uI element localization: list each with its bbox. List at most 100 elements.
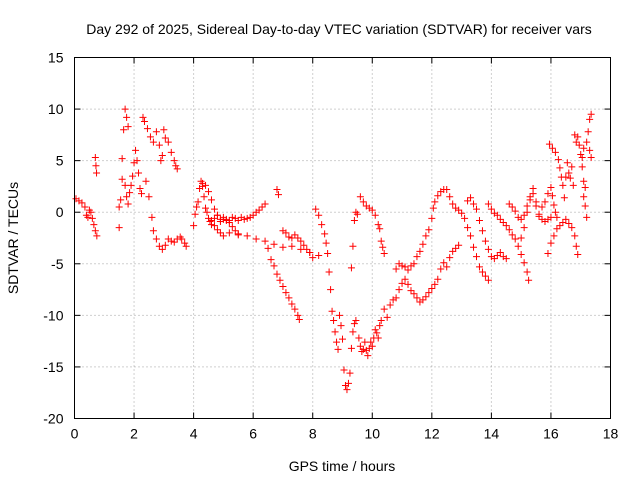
- data-point: [327, 286, 335, 294]
- data-point: [121, 105, 129, 113]
- data-point: [428, 285, 436, 293]
- data-point: [359, 345, 367, 353]
- data-point: [228, 223, 236, 231]
- data-point: [167, 237, 175, 245]
- data-point: [532, 198, 540, 206]
- data-point: [425, 289, 433, 297]
- data-point: [470, 243, 478, 251]
- data-point: [434, 275, 442, 283]
- data-point: [207, 216, 215, 224]
- data-point: [392, 265, 400, 273]
- data-point: [535, 210, 543, 218]
- data-point: [193, 203, 201, 211]
- data-point: [431, 198, 439, 206]
- data-point: [213, 211, 221, 219]
- data-point: [583, 138, 591, 146]
- x-tick-label: 4: [190, 426, 198, 442]
- data-point: [446, 254, 454, 262]
- data-point: [398, 262, 406, 270]
- data-point: [374, 221, 382, 229]
- data-point: [288, 242, 296, 250]
- data-point: [200, 193, 208, 201]
- data-point: [255, 206, 263, 214]
- x-tick-label: 6: [249, 426, 257, 442]
- data-point: [282, 229, 290, 237]
- data-point: [152, 128, 160, 136]
- data-point: [288, 234, 296, 242]
- data-point: [291, 231, 299, 239]
- data-point: [376, 322, 384, 330]
- data-point: [207, 196, 215, 204]
- data-point: [563, 159, 571, 167]
- data-point: [431, 280, 439, 288]
- data-point: [325, 268, 333, 276]
- y-tick-label: 0: [56, 204, 64, 220]
- data-point: [580, 193, 588, 201]
- data-point: [282, 289, 290, 297]
- series-sdtvar: [72, 105, 595, 394]
- data-point: [279, 282, 287, 290]
- data-point: [523, 268, 531, 276]
- data-point: [181, 239, 189, 247]
- data-point: [81, 203, 89, 211]
- data-point: [368, 206, 376, 214]
- data-point: [225, 229, 233, 237]
- data-point: [359, 198, 367, 206]
- data-point: [322, 239, 330, 247]
- data-point: [160, 126, 168, 134]
- y-tick-label: -15: [43, 359, 63, 375]
- data-point: [347, 344, 355, 352]
- data-point: [194, 198, 202, 206]
- data-point: [478, 268, 486, 276]
- data-point: [401, 263, 409, 271]
- data-point: [306, 248, 314, 256]
- data-point: [172, 162, 180, 170]
- data-point: [550, 232, 558, 240]
- data-point: [547, 239, 555, 247]
- data-point: [559, 181, 567, 189]
- data-point: [425, 226, 433, 234]
- data-point: [213, 226, 221, 234]
- data-point: [206, 217, 214, 225]
- data-point: [443, 186, 451, 194]
- data-point: [367, 338, 375, 346]
- data-point: [261, 200, 269, 208]
- data-point: [508, 231, 516, 239]
- data-point: [449, 247, 457, 255]
- data-point: [581, 202, 589, 210]
- data-point: [203, 208, 211, 216]
- data-point: [303, 245, 311, 253]
- data-point: [157, 157, 165, 165]
- y-tick-label: 10: [48, 101, 64, 117]
- data-point: [572, 242, 580, 250]
- data-point: [334, 345, 342, 353]
- data-point: [118, 175, 126, 183]
- y-tick-label: 15: [48, 50, 64, 66]
- data-point: [398, 279, 406, 287]
- x-tick-label: 12: [424, 426, 440, 442]
- data-point: [517, 251, 525, 259]
- data-point: [544, 249, 552, 257]
- data-point: [508, 203, 516, 211]
- data-point: [458, 209, 466, 217]
- data-point: [559, 219, 567, 227]
- data-point: [118, 155, 126, 163]
- data-point: [228, 213, 236, 221]
- data-point: [321, 230, 329, 238]
- data-point: [371, 326, 379, 334]
- data-point: [401, 275, 409, 283]
- data-point: [587, 110, 595, 118]
- data-point: [578, 163, 586, 171]
- data-point: [568, 224, 576, 232]
- data-point: [273, 186, 281, 194]
- data-point: [315, 211, 323, 219]
- data-point: [143, 125, 151, 133]
- data-point: [115, 203, 123, 211]
- data-point: [126, 189, 134, 197]
- data-point: [404, 280, 412, 288]
- data-point: [93, 232, 101, 240]
- y-tick-label: -10: [43, 307, 63, 323]
- data-point: [529, 184, 537, 192]
- data-point: [129, 172, 137, 180]
- data-point: [333, 338, 341, 346]
